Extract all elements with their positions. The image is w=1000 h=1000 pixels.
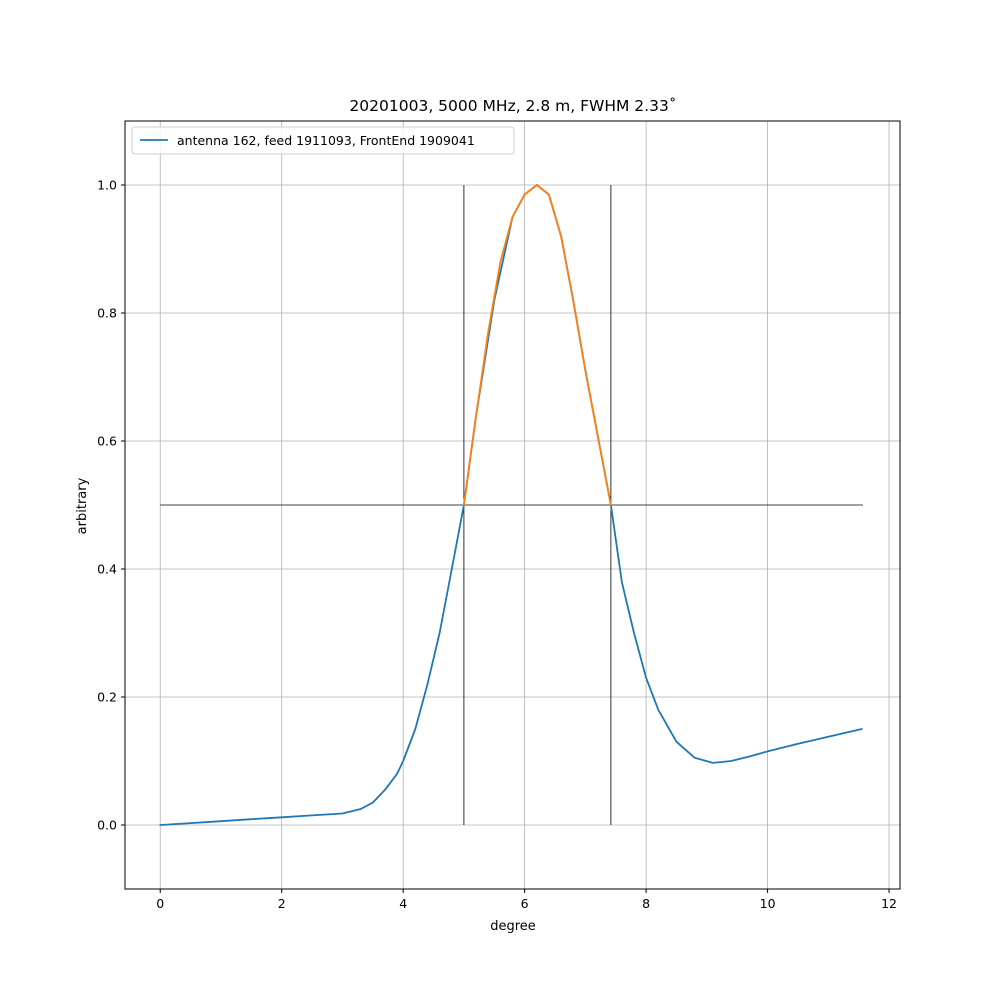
x-tick-label: 10 [760,896,776,911]
y-tick-label: 0.4 [97,562,117,577]
x-tick-label: 2 [278,896,286,911]
chart-title: 20201003, 5000 MHz, 2.8 m, FWHM 2.33˚ [349,97,676,115]
series-line-highlight [462,184,612,506]
y-tick-label: 0.8 [97,306,117,321]
legend: antenna 162, feed 1911093, FrontEnd 1909… [131,126,515,155]
reference-lines [160,185,863,825]
x-axis-label: degree [490,919,536,934]
series-lines [159,184,863,826]
x-tick-label: 0 [156,896,164,911]
axis-ticks: 0 2 4 6 8 10 12 0.0 0.2 0.4 0.6 0.8 1.0 [97,178,897,912]
x-tick-label: 4 [399,896,407,911]
x-tick-label: 8 [642,896,650,911]
plot-frame [124,120,901,890]
y-axis-label: arbitrary [75,477,90,534]
x-tick-label: 12 [881,896,897,911]
legend-box [131,126,515,155]
y-tick-label: 1.0 [97,178,117,193]
y-tick-label: 0.2 [97,690,117,705]
legend-entry-label: antenna 162, feed 1911093, FrontEnd 1909… [177,133,475,148]
y-tick-label: 0.0 [97,818,117,833]
x-tick-label: 6 [521,896,529,911]
y-tick-label: 0.6 [97,434,117,449]
